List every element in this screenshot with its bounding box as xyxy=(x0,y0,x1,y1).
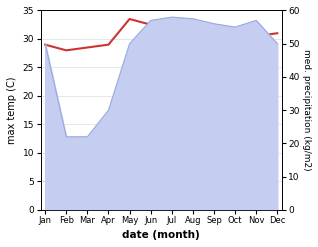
X-axis label: date (month): date (month) xyxy=(122,230,200,240)
Y-axis label: max temp (C): max temp (C) xyxy=(7,76,17,144)
Y-axis label: med. precipitation (kg/m2): med. precipitation (kg/m2) xyxy=(302,49,311,171)
